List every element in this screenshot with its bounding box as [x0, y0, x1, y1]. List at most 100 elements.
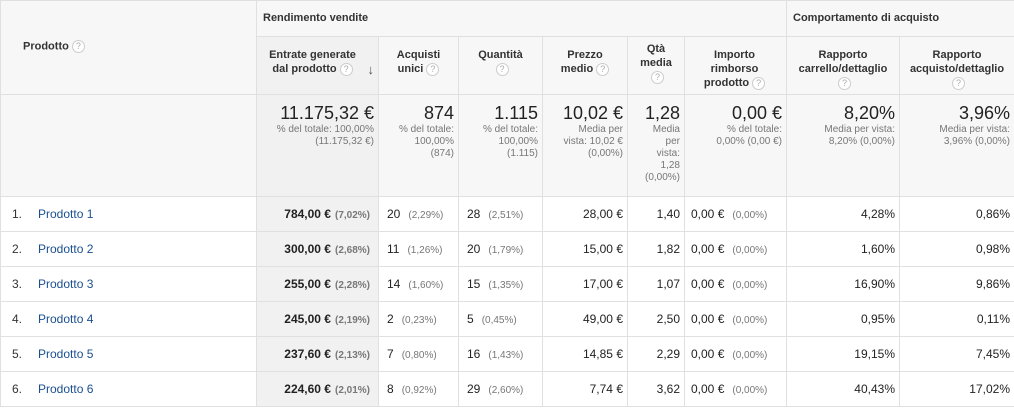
- quantity-value: 15: [467, 277, 481, 291]
- cart-to-detail-cell: 4,28%: [786, 196, 900, 232]
- total-sub: 100,00%: [414, 136, 454, 147]
- product-column-header[interactable]: Prodotto?: [0, 0, 257, 95]
- column-header-cart-to-detail-rate[interactable]: Rapporto carrello/dettaglio?: [786, 36, 900, 95]
- column-header-quantity[interactable]: Quantità?: [458, 36, 543, 95]
- product-cell: 3. Prodotto 3: [0, 266, 257, 302]
- avg-quantity-value: 3,62: [656, 382, 680, 396]
- quantity-value: 29: [467, 382, 481, 396]
- column-header-label: Entrate generate dal prodotto: [269, 49, 356, 75]
- sort-down-arrow-icon[interactable]: ↓: [367, 62, 375, 77]
- refund-percent: (0,00%): [732, 350, 768, 361]
- help-circle-icon[interactable]: ?: [71, 40, 85, 53]
- column-header-avg-price[interactable]: Prezzo medio?: [542, 36, 628, 95]
- unique-purchases-percent: (0,23%): [401, 315, 437, 326]
- revenue-value: 245,00 €: [284, 312, 331, 326]
- total-sub: (0,00%): [644, 172, 680, 183]
- avg-quantity-cell: 1,40: [627, 196, 685, 232]
- total-sub: 100,00%: [498, 136, 538, 147]
- product-link[interactable]: Prodotto 3: [38, 277, 94, 291]
- unique-purchases-value: 11: [387, 242, 400, 256]
- column-header-unique-purchases[interactable]: Acquisti unici?: [378, 36, 459, 95]
- cart-to-detail-value: 19,15%: [854, 347, 895, 361]
- refund-cell: 0,00 € (0,00%): [684, 266, 787, 302]
- avg-quantity-value: 2,50: [656, 312, 680, 326]
- total-sub: % del totale:: [726, 124, 782, 135]
- help-circle-icon[interactable]: ?: [838, 76, 851, 90]
- revenue-cell: 255,00 € (2,28%): [256, 266, 379, 302]
- column-header-label: Prezzo medio: [560, 49, 603, 75]
- product-link[interactable]: Prodotto 1: [38, 207, 94, 221]
- product-link[interactable]: Prodotto 5: [38, 347, 94, 361]
- avg-quantity-cell: 1,07: [627, 266, 685, 302]
- avg-quantity-value: 1,07: [656, 277, 680, 291]
- refund-percent: (0,00%): [732, 245, 768, 256]
- revenue-cell: 245,00 € (2,19%): [256, 301, 379, 337]
- column-header-label: Rapporto acquisto/dettaglio: [909, 49, 1005, 75]
- avg-price-value: 49,00 €: [582, 312, 623, 326]
- buy-to-detail-cell: 7,45%: [899, 336, 1014, 372]
- quantity-percent: (0,45%): [481, 315, 517, 326]
- column-header-buy-to-detail-rate[interactable]: Rapporto acquisto/dettaglio?: [899, 36, 1014, 95]
- revenue-cell: 784,00 € (7,02%): [256, 196, 379, 232]
- unique-purchases-percent: (1,60%): [408, 280, 444, 291]
- revenue-value: 300,00 €: [284, 242, 331, 256]
- totals-row: 11.175,32 €% del totale: 100,00% (11.175,…: [0, 94, 1014, 197]
- revenue-percent: (2,19%): [334, 315, 370, 326]
- group-label: Comportamento di acquisto: [793, 12, 940, 24]
- refund-value: 0,00 €: [691, 277, 725, 291]
- total-value: 10,02 €: [562, 103, 623, 123]
- help-circle-icon[interactable]: ?: [952, 76, 965, 90]
- help-circle-icon[interactable]: ?: [426, 62, 440, 76]
- help-circle-icon[interactable]: ?: [752, 76, 766, 90]
- total-unique-purchases: 874% del totale: 100,00% (874): [378, 94, 459, 197]
- refund-percent: (0,00%): [732, 210, 768, 221]
- row-index: 2.: [12, 242, 23, 256]
- cart-to-detail-value: 1,60%: [860, 242, 895, 256]
- buy-to-detail-value: 9,86%: [975, 277, 1010, 291]
- row-index: 1.: [12, 207, 23, 221]
- total-sub: Media: [652, 124, 680, 135]
- totals-empty-cell: [0, 94, 257, 197]
- product-link[interactable]: Prodotto 6: [38, 382, 94, 396]
- product-link[interactable]: Prodotto 2: [38, 242, 94, 256]
- avg-quantity-value: 2,29: [656, 347, 680, 361]
- cart-to-detail-cell: 16,90%: [786, 266, 900, 302]
- buy-to-detail-cell: 9,86%: [899, 266, 1014, 302]
- avg-price-value: 14,85 €: [582, 347, 623, 361]
- product-link[interactable]: Prodotto 4: [38, 312, 94, 326]
- total-sub: Media per vista:: [939, 124, 1010, 135]
- refund-value: 0,00 €: [691, 347, 725, 361]
- cart-to-detail-value: 0,95%: [860, 312, 895, 326]
- help-circle-icon[interactable]: ?: [495, 62, 509, 76]
- help-circle-icon[interactable]: ?: [596, 62, 610, 76]
- total-value: 11.175,32 €: [280, 103, 374, 123]
- column-header-avg-quantity[interactable]: Qtà media?: [627, 36, 685, 95]
- total-sub: 1,28: [660, 160, 680, 171]
- total-avg-quantity: 1,28 Media per vista: 1,28 (0,00%): [627, 94, 685, 197]
- help-circle-icon[interactable]: ?: [651, 70, 664, 84]
- total-value: 8,20%: [843, 103, 895, 123]
- total-sub: 8,20% (0,00%): [828, 136, 895, 147]
- product-cell: 5. Prodotto 5: [0, 336, 257, 372]
- help-circle-icon[interactable]: ?: [339, 62, 353, 76]
- unique-purchases-cell: 2 (0,23%): [378, 301, 459, 337]
- table-row: 5. Prodotto 5 237,60 € (2,13%) 7 (0,80%) 16…: [0, 336, 1014, 372]
- table-row: 1. Prodotto 1 784,00 € (7,02%) 20 (2,29%) 2…: [0, 196, 1014, 232]
- buy-to-detail-value: 17,02%: [969, 382, 1010, 396]
- table-row: 6. Prodotto 6 224,60 € (2,01%) 8 (0,92%) 29…: [0, 371, 1014, 407]
- refund-cell: 0,00 € (0,00%): [684, 301, 787, 337]
- total-sub: (0,00%): [587, 148, 623, 159]
- row-index: 4.: [12, 312, 23, 326]
- avg-price-cell: 7,74 €: [542, 371, 628, 407]
- avg-quantity-cell: 3,62: [627, 371, 685, 407]
- revenue-percent: (2,01%): [334, 385, 370, 396]
- total-value: 3,96%: [958, 103, 1010, 123]
- total-sub: (11.175,32 €): [315, 136, 374, 147]
- column-header-revenue[interactable]: Entrate generate dal prodotto? ↓: [256, 36, 379, 95]
- cart-to-detail-value: 4,28%: [860, 207, 895, 221]
- column-header-refund-amount[interactable]: Importo rimborso prodotto?: [684, 36, 787, 95]
- quantity-value: 28: [467, 207, 481, 221]
- total-sub: % del totale: 100,00%: [276, 124, 374, 135]
- refund-percent: (0,00%): [732, 385, 768, 396]
- ecommerce-report-table: Prodotto? Rendimento vendite Comportamen…: [0, 0, 1014, 407]
